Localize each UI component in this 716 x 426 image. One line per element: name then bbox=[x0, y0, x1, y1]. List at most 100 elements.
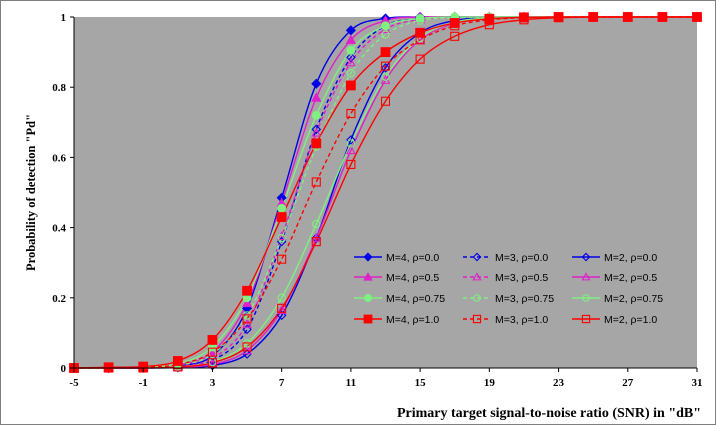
legend-item: M=4, ρ=0.5 bbox=[354, 272, 439, 284]
data-point bbox=[588, 12, 598, 22]
data-point bbox=[380, 63, 391, 73]
x-tick-label: -5 bbox=[69, 377, 79, 389]
legend-swatch-marker bbox=[581, 272, 591, 281]
legend-label: M=3, ρ=1.0 bbox=[495, 314, 548, 326]
data-point bbox=[588, 12, 599, 22]
y-tick-label: 0.2 bbox=[52, 293, 66, 305]
legend-swatch-marker bbox=[473, 294, 481, 302]
data-point bbox=[345, 145, 356, 155]
data-point bbox=[692, 12, 702, 22]
data-point bbox=[346, 45, 356, 55]
data-point bbox=[346, 69, 356, 78]
x-tick-label: -1 bbox=[139, 377, 148, 389]
legend-swatch-marker bbox=[363, 314, 373, 324]
data-point bbox=[311, 124, 322, 135]
data-point bbox=[277, 233, 286, 243]
legend-label: M=4, ρ=0.75 bbox=[386, 293, 445, 305]
data-point bbox=[173, 362, 183, 372]
legend-swatch-marker bbox=[363, 252, 373, 262]
data-point bbox=[415, 13, 425, 23]
legend-label: M=2, ρ=1.0 bbox=[604, 314, 657, 326]
data-point bbox=[207, 335, 218, 345]
data-point bbox=[380, 61, 391, 71]
data-point bbox=[345, 57, 356, 67]
y-tick-label: 0.8 bbox=[52, 82, 66, 94]
y-tick-labels: 0 0.2 0.4 0.6 0.8 1 bbox=[52, 12, 66, 375]
data-point bbox=[346, 139, 356, 148]
y-tick-label: 0.4 bbox=[52, 223, 66, 235]
legend-item: M=2, ρ=0.5 bbox=[572, 272, 657, 284]
data-point bbox=[415, 27, 426, 38]
legend-swatch-marker bbox=[581, 314, 591, 324]
legend-label: M=4, ρ=0.5 bbox=[386, 272, 439, 284]
data-point bbox=[484, 20, 494, 30]
x-tick-label: 19 bbox=[484, 377, 496, 389]
x-tick-label: 31 bbox=[692, 377, 703, 389]
data-point bbox=[657, 12, 668, 22]
legend-item: M=4, ρ=1.0 bbox=[354, 314, 439, 326]
legend-label: M=3, ρ=0.75 bbox=[495, 293, 554, 305]
data-point bbox=[276, 231, 287, 241]
data-point bbox=[380, 47, 391, 57]
data-point bbox=[381, 21, 390, 31]
data-point bbox=[312, 219, 321, 229]
data-point bbox=[311, 233, 322, 243]
y-tick-label: 1 bbox=[61, 12, 67, 24]
legend-swatch-marker bbox=[472, 252, 482, 262]
x-tick-label: 23 bbox=[553, 377, 565, 389]
data-point bbox=[415, 54, 425, 64]
legend-item: M=3, ρ=1.0 bbox=[463, 314, 548, 326]
series-markers-12 bbox=[69, 12, 702, 373]
legend-label: M=3, ρ=0.5 bbox=[495, 272, 548, 284]
legend-item: M=2, ρ=0.75 bbox=[572, 293, 663, 305]
data-point bbox=[242, 342, 252, 352]
x-tick-labels: -5 -1 3 7 11 15 19 23 27 31 bbox=[69, 377, 702, 389]
data-point bbox=[242, 314, 252, 324]
legend-item: M=2, ρ=0.0 bbox=[572, 252, 657, 264]
data-point bbox=[277, 303, 287, 313]
legend-label: M=4, ρ=0.0 bbox=[386, 252, 439, 264]
x-axis-title: Primary target signal-to-noise ratio (SN… bbox=[397, 406, 701, 421]
data-point bbox=[380, 96, 391, 106]
data-point bbox=[346, 108, 356, 119]
legend-item: M=3, ρ=0.75 bbox=[463, 293, 554, 305]
data-point bbox=[277, 293, 286, 302]
series-line-11 bbox=[73, 16, 697, 369]
data-point bbox=[277, 203, 287, 213]
data-point bbox=[311, 110, 321, 120]
data-point bbox=[450, 21, 460, 31]
legend-label: M=3, ρ=0.0 bbox=[495, 252, 548, 264]
data-point bbox=[242, 285, 252, 296]
data-point bbox=[346, 52, 356, 63]
x-tick-label: 7 bbox=[279, 377, 285, 389]
data-point bbox=[276, 304, 287, 314]
series-line-8 bbox=[73, 16, 697, 369]
data-point bbox=[311, 78, 322, 89]
legend-label: M=2, ρ=0.5 bbox=[604, 272, 657, 284]
data-point bbox=[242, 318, 252, 328]
legend-item: M=3, ρ=0.5 bbox=[463, 272, 548, 284]
data-point bbox=[449, 18, 460, 28]
data-point bbox=[241, 297, 253, 308]
data-point bbox=[207, 347, 217, 357]
data-point bbox=[381, 30, 390, 39]
data-point bbox=[242, 349, 252, 359]
data-point bbox=[415, 34, 426, 44]
data-point bbox=[692, 12, 702, 22]
x-tick-label: 3 bbox=[210, 377, 216, 389]
legend-swatch-marker bbox=[582, 294, 590, 302]
data-point bbox=[276, 212, 287, 222]
data-point bbox=[415, 35, 425, 45]
data-point bbox=[311, 177, 321, 187]
legend-swatch-marker bbox=[363, 293, 372, 302]
data-point bbox=[657, 12, 667, 22]
legend-label: M=2, ρ=0.0 bbox=[604, 252, 657, 264]
data-point bbox=[415, 16, 425, 25]
x-tick-label: 27 bbox=[622, 377, 634, 389]
data-point bbox=[276, 310, 287, 321]
legend-swatch-marker bbox=[472, 272, 482, 281]
legend-item: M=4, ρ=0.0 bbox=[354, 252, 439, 264]
data-point bbox=[519, 15, 529, 25]
data-point bbox=[242, 324, 252, 335]
